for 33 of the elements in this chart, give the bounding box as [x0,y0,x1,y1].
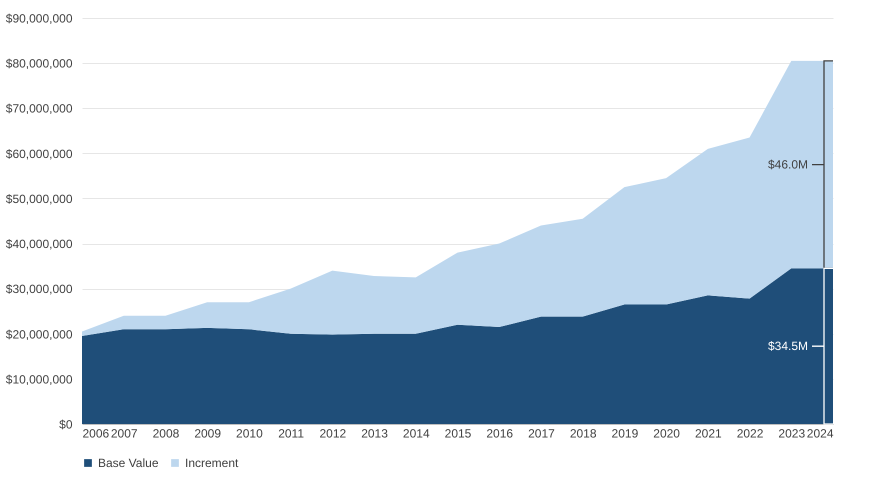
x-tick-label: 2022 [736,426,764,440]
y-tick-label: $20,000,000 [6,327,73,342]
x-tick-label: 2020 [653,426,680,440]
x-tick-label: 2015 [444,426,472,440]
x-tick-label: 2024 [806,426,834,440]
x-tick-label: 2009 [194,426,222,440]
x-tick-label: 2021 [694,426,722,440]
y-tick-label: $80,000,000 [6,56,73,71]
x-tick-label: 2019 [612,426,639,440]
y-tick-label: $0 [59,418,73,432]
y-tick-label: $90,000,000 [6,12,73,26]
annotation: $34.5M [768,339,808,354]
legend-label: Increment [185,456,240,470]
x-tick-label: 2011 [278,426,304,440]
y-tick-label: $70,000,000 [6,102,73,116]
x-tick-label: 2006 [82,426,110,440]
y-tick-label: $50,000,000 [6,192,73,206]
x-tick-label: 2017 [528,426,556,440]
x-tick-label: 2023 [778,426,806,440]
y-tick-label: $40,000,000 [6,237,73,252]
x-tick-label: 2014 [402,426,430,440]
annotation: $46.0M [768,158,808,172]
y-tick-label: $60,000,000 [6,146,73,161]
x-tick-label: 2016 [486,426,514,440]
x-tick-label: 2018 [570,426,597,440]
x-tick-label: 2008 [152,426,180,440]
legend-label: Base Value [98,456,159,470]
x-tick-label: 2013 [361,426,388,440]
y-tick-label: $30,000,000 [6,282,73,296]
y-tick-label: $10,000,000 [6,372,73,386]
x-tick-label: 2012 [319,426,347,440]
x-tick-label: 2010 [236,426,264,440]
x-tick-label: 2007 [110,426,138,440]
